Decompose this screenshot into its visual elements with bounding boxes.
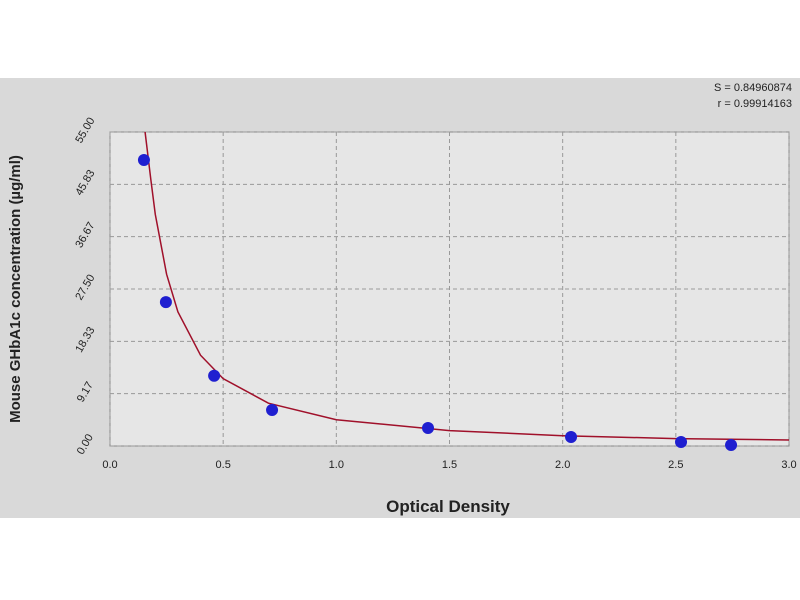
x-tick-label: 1.5 <box>442 459 457 471</box>
data-point <box>421 422 434 435</box>
fit-curve <box>144 131 790 441</box>
data-point <box>565 430 578 443</box>
x-tick-label: 2.5 <box>668 459 683 471</box>
data-point <box>137 153 150 166</box>
x-tick-label: 3.0 <box>781 459 796 471</box>
x-tick-label: 1.0 <box>329 459 344 471</box>
data-point <box>725 438 738 451</box>
x-tick-label: 0.0 <box>102 459 117 471</box>
x-axis-label: Optical Density <box>386 497 510 516</box>
annotation: S = 0.84960874 <box>714 82 792 94</box>
annotation: r = 0.99914163 <box>718 98 792 110</box>
y-axis-label: Mouse GHbA1c concentration (µg/ml) <box>7 155 24 423</box>
data-point <box>208 369 221 382</box>
data-point <box>266 404 279 417</box>
x-tick-label: 2.0 <box>555 459 570 471</box>
data-point <box>675 436 688 449</box>
x-tick-label: 0.5 <box>216 459 231 471</box>
data-point <box>159 296 172 309</box>
